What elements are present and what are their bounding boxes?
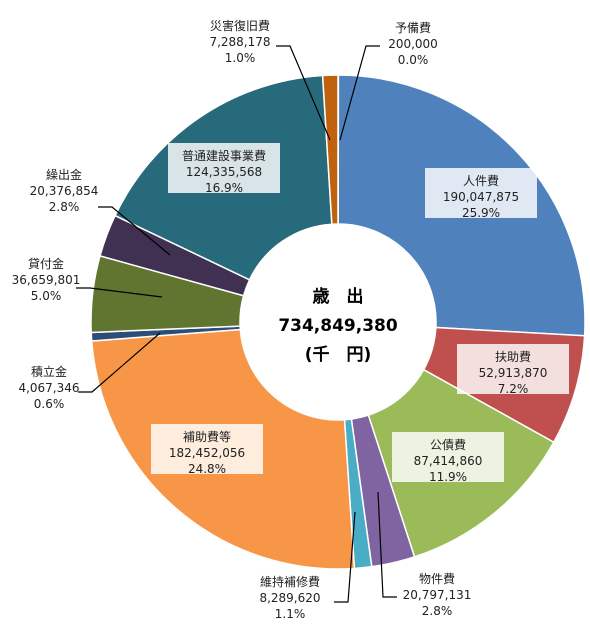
label-box-2: [457, 344, 569, 394]
slice-labels: 予備費 200,000 0.0% 人件費 190,047,875 25.9% 扶助費 52,9…: [12, 18, 569, 621]
label-box-6: [151, 424, 263, 474]
label-percent-10: 16.9%: [205, 181, 243, 195]
label-value-10: 124,335,568: [186, 165, 262, 179]
label-0: 予備費 200,000 0.0%: [388, 20, 438, 67]
label-9: 繰出金 20,376,854 2.8%: [30, 167, 99, 214]
label-name-11: 災害復旧費: [210, 18, 270, 33]
label-percent-3: 11.9%: [429, 470, 467, 484]
label-value-1: 190,047,875: [443, 190, 519, 204]
leader-line-5: [334, 511, 356, 603]
label-2: 扶助費 52,913,870 7.2%: [457, 344, 569, 396]
label-box-3: [392, 432, 504, 482]
leader-line-8: [76, 287, 163, 298]
label-name-10: 普通建設事業費: [182, 148, 266, 163]
label-value-3: 87,414,860: [414, 454, 483, 468]
label-6: 補助費等 182,452,056 24.8%: [151, 424, 263, 476]
label-value-9: 20,376,854: [30, 184, 99, 198]
label-box-1: [425, 168, 537, 218]
label-value-5: 8,289,620: [259, 591, 320, 605]
label-11: 災害復旧費 7,288,178 1.0%: [209, 18, 270, 65]
label-name-8: 貸付金: [28, 256, 64, 271]
label-percent-5: 1.1%: [275, 607, 306, 621]
label-1: 人件費 190,047,875 25.9%: [425, 168, 537, 220]
label-4: 物件費 20,797,131 2.8%: [403, 571, 472, 618]
label-value-4: 20,797,131: [403, 588, 472, 602]
label-value-2: 52,913,870: [479, 366, 548, 380]
label-name-6: 補助費等: [183, 429, 231, 444]
label-7: 積立金 4,067,346 0.6%: [18, 364, 79, 411]
leader-line-0: [339, 45, 380, 141]
label-value-11: 7,288,178: [209, 35, 270, 49]
label-value-6: 182,452,056: [169, 446, 245, 460]
center-unit: (千 円): [305, 345, 372, 365]
leader-line-11: [276, 45, 331, 141]
label-3: 公債費 87,414,860 11.9%: [392, 432, 504, 484]
label-percent-9: 2.8%: [49, 200, 80, 214]
label-percent-11: 1.0%: [225, 51, 256, 65]
label-5: 維持補修費 8,289,620 1.1%: [259, 574, 320, 621]
label-percent-7: 0.6%: [34, 397, 65, 411]
label-name-1: 人件費: [463, 173, 499, 188]
label-name-4: 物件費: [419, 571, 455, 586]
leader-line-7: [78, 332, 161, 393]
center-label: 歳 出 734,849,380 (千 円): [278, 286, 398, 365]
label-name-9: 繰出金: [46, 167, 82, 182]
label-value-0: 200,000: [388, 37, 438, 51]
label-percent-6: 24.8%: [188, 462, 226, 476]
label-percent-1: 25.9%: [462, 206, 500, 220]
label-name-0: 予備費: [395, 20, 431, 35]
slice-11: [321, 74, 339, 225]
center-title: 歳 出: [313, 286, 364, 307]
label-10: 普通建設事業費 124,335,568 16.9%: [168, 143, 280, 195]
leader-lines: [76, 45, 397, 603]
label-8: 貸付金 36,659,801 5.0%: [12, 256, 81, 303]
leader-line-9: [98, 206, 171, 256]
label-value-8: 36,659,801: [12, 273, 81, 287]
leader-line-4: [377, 491, 397, 598]
label-name-7: 積立金: [31, 364, 67, 379]
label-name-5: 維持補修費: [260, 574, 320, 589]
label-value-7: 4,067,346: [18, 381, 79, 395]
label-box-10: [168, 143, 280, 193]
label-percent-2: 7.2%: [498, 382, 529, 396]
label-percent-0: 0.0%: [398, 53, 429, 67]
label-name-2: 扶助費: [495, 349, 531, 364]
center-total: 734,849,380: [278, 316, 398, 336]
label-percent-8: 5.0%: [31, 289, 62, 303]
label-name-3: 公債費: [430, 437, 466, 452]
label-percent-4: 2.8%: [422, 604, 453, 618]
